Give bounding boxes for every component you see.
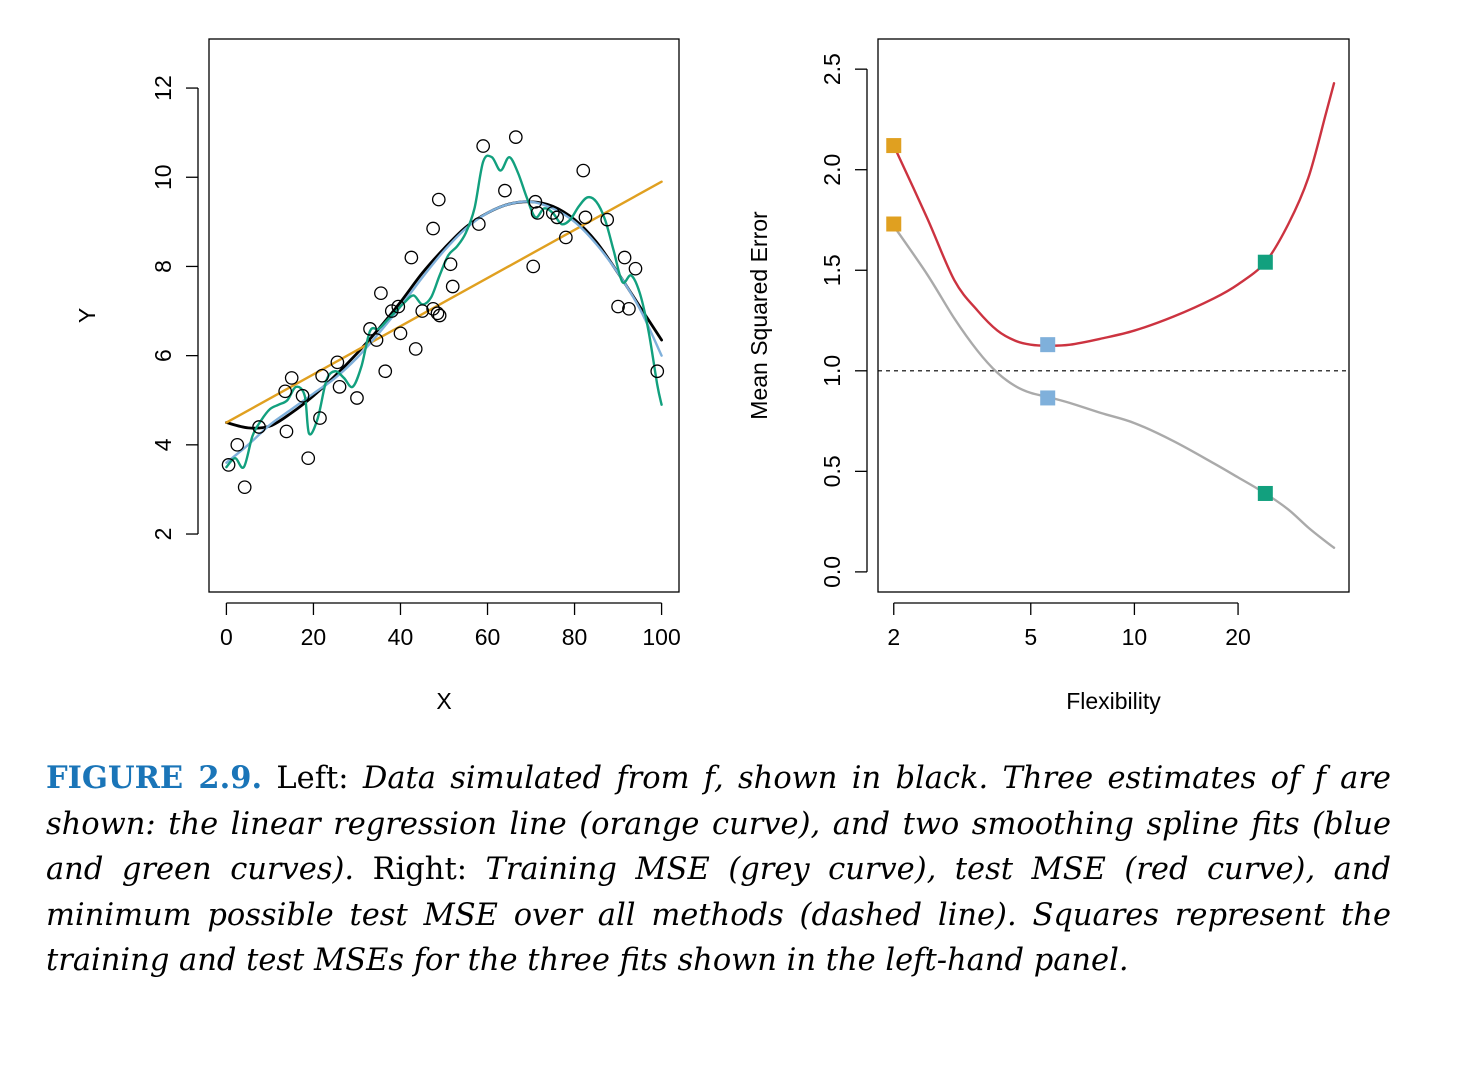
data-point xyxy=(426,221,440,236)
data-point xyxy=(315,368,329,383)
series-line-smoothing-spline-blue xyxy=(225,200,663,464)
square-marker xyxy=(1257,485,1273,501)
data-point xyxy=(559,230,573,245)
y-tick-label: 12 xyxy=(150,75,176,101)
data-point xyxy=(628,261,643,276)
y-tick-label: 8 xyxy=(150,260,176,273)
data-point xyxy=(363,322,377,336)
x-tick-label: 100 xyxy=(642,624,680,650)
data-point xyxy=(578,210,593,225)
square-marker xyxy=(886,216,902,232)
data-point xyxy=(545,206,560,220)
data-point xyxy=(284,371,299,385)
data-point xyxy=(278,384,293,399)
series-line-test-mse xyxy=(892,82,1336,347)
data-point xyxy=(408,342,423,356)
y-tick-label: 0.5 xyxy=(819,455,845,487)
square-marker xyxy=(1257,254,1273,270)
left-panel: 0 20 40 60 80 100 X 2 4 6 8 10 12 Y xyxy=(74,38,681,714)
y-tick-label: 6 xyxy=(150,349,176,362)
x-tick-label: 80 xyxy=(562,624,588,650)
data-point xyxy=(443,257,458,272)
data-point xyxy=(611,299,625,314)
y-tick-label: 0.0 xyxy=(819,556,845,588)
x-axis: 0 20 40 60 80 100 X xyxy=(220,602,681,714)
data-point xyxy=(301,451,316,466)
data-point xyxy=(350,391,364,405)
x-tick-label: 5 xyxy=(1024,624,1037,650)
data-point xyxy=(550,210,564,225)
data-point xyxy=(374,286,388,301)
x-tick-label: 60 xyxy=(475,624,501,650)
y-axis-label: Mean Squared Error xyxy=(746,211,772,420)
x-tick-label: 20 xyxy=(1225,624,1251,650)
y-tick-label: 2.5 xyxy=(819,53,845,85)
data-point xyxy=(313,411,327,425)
square-marker xyxy=(1040,337,1056,353)
y-axis-label: Y xyxy=(74,308,100,323)
x-axis-label: X xyxy=(436,688,451,714)
y-tick-label: 2 xyxy=(150,528,176,541)
data-point xyxy=(393,326,408,341)
data-point xyxy=(279,424,294,439)
y-tick-label: 1.5 xyxy=(819,254,845,286)
figure: 0 20 40 60 80 100 X 2 4 6 8 10 12 Y 2 5 10 20 Flexibility… xyxy=(74,38,1350,714)
y-axis: 2 4 6 8 10 12 Y xyxy=(74,75,199,541)
data-point xyxy=(430,306,445,321)
data-point xyxy=(576,163,591,178)
data-point xyxy=(237,480,252,495)
data-point xyxy=(471,217,486,231)
data-point xyxy=(295,388,310,403)
data-point xyxy=(528,194,543,209)
data-point xyxy=(332,380,347,394)
data-point xyxy=(526,259,541,274)
plot-frame xyxy=(208,38,680,593)
data-point xyxy=(252,420,266,434)
series-line-linear-regression xyxy=(225,180,663,424)
data-point xyxy=(498,183,512,198)
data-point xyxy=(530,206,545,220)
x-tick-label: 40 xyxy=(388,624,414,650)
data-point xyxy=(617,250,632,265)
data-point xyxy=(378,364,393,379)
data-point xyxy=(404,250,419,265)
data-point xyxy=(650,364,665,379)
data-point xyxy=(391,299,406,314)
y-axis: 0.0 0.5 1.0 1.5 2.0 2.5 Mean Squared Error xyxy=(746,53,868,588)
series-line-f xyxy=(225,200,663,430)
x-tick-label: 10 xyxy=(1122,624,1148,650)
caption-left-text: Data simulated from f, shown in black. T… xyxy=(46,761,1391,888)
x-tick-label: 0 xyxy=(220,624,233,650)
plot-frame xyxy=(877,38,1350,593)
data-point xyxy=(600,212,615,227)
data-point xyxy=(431,192,446,207)
y-tick-label: 1.0 xyxy=(819,355,845,387)
caption-left-word: Left: xyxy=(276,761,349,796)
data-point xyxy=(369,333,384,347)
data-point xyxy=(415,304,430,318)
x-tick-label: 20 xyxy=(301,624,327,650)
square-marker xyxy=(886,138,902,154)
x-tick-label: 2 xyxy=(887,624,900,650)
caption-right-word: Right: xyxy=(372,852,467,888)
series-line-training-mse xyxy=(892,224,1336,549)
figure-caption: FIGURE 2.9. Left: Data simulated from f,… xyxy=(46,756,1391,984)
data-point xyxy=(445,279,460,294)
data-point xyxy=(230,437,245,452)
x-axis-label: Flexibility xyxy=(1066,688,1161,714)
data-point xyxy=(622,301,636,316)
data-point xyxy=(432,308,447,323)
square-marker xyxy=(1040,390,1056,406)
right-panel: 2 5 10 20 Flexibility 0.0 0.5 1.0 1.5 2.0 2.5 Mean … xyxy=(746,38,1350,714)
data-point xyxy=(221,458,236,472)
figure-label: FIGURE 2.9. xyxy=(46,760,263,796)
data-point xyxy=(508,130,523,144)
y-tick-label: 10 xyxy=(150,164,176,190)
y-tick-label: 2.0 xyxy=(819,154,845,186)
x-axis: 2 5 10 20 Flexibility xyxy=(887,602,1251,714)
caption-right-text: Training MSE (grey curve), test MSE (red… xyxy=(46,852,1392,979)
data-point xyxy=(330,355,345,370)
y-tick-label: 4 xyxy=(150,438,176,451)
data-point xyxy=(476,139,491,153)
